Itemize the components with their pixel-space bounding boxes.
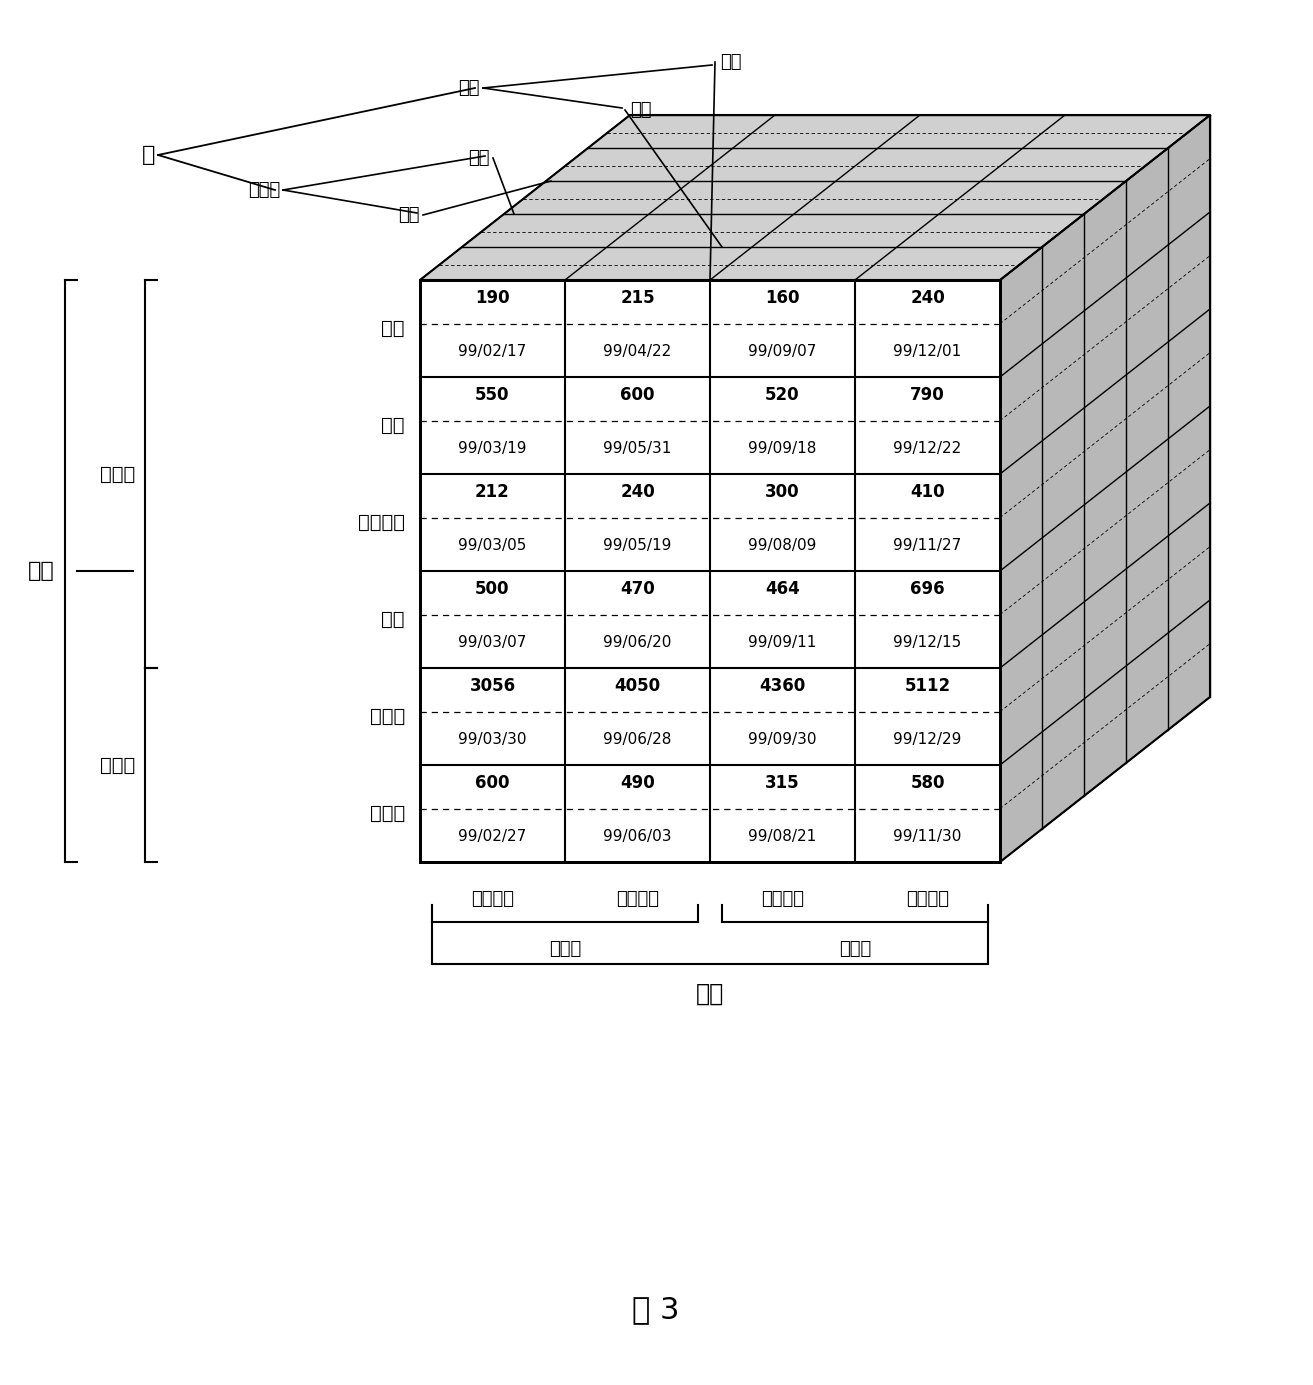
Text: 240: 240 xyxy=(620,483,655,501)
Text: 99/03/19: 99/03/19 xyxy=(458,440,527,456)
Text: 99/02/17: 99/02/17 xyxy=(458,343,527,359)
Text: 公路: 公路 xyxy=(630,101,651,119)
Text: 亚洲: 亚洲 xyxy=(382,416,404,435)
Polygon shape xyxy=(1001,115,1211,861)
Text: 580: 580 xyxy=(910,774,945,792)
Text: 190: 190 xyxy=(475,289,509,307)
Text: 410: 410 xyxy=(910,483,945,501)
Text: 99/12/01: 99/12/01 xyxy=(893,343,961,359)
Text: 东半球: 东半球 xyxy=(100,464,135,483)
Text: 99/09/18: 99/09/18 xyxy=(748,440,817,456)
Text: 5112: 5112 xyxy=(905,677,951,695)
Text: 99/05/19: 99/05/19 xyxy=(603,537,672,553)
Text: 212: 212 xyxy=(475,483,509,501)
Text: 99/08/21: 99/08/21 xyxy=(748,828,817,843)
Text: 鐵路: 鐵路 xyxy=(720,53,742,71)
Bar xyxy=(420,280,1001,861)
Text: 99/03/07: 99/03/07 xyxy=(458,634,527,650)
Text: 500: 500 xyxy=(475,580,509,598)
Text: 99/09/30: 99/09/30 xyxy=(748,731,817,747)
Text: 99/11/30: 99/11/30 xyxy=(893,828,961,843)
Text: 99/09/11: 99/09/11 xyxy=(748,634,817,650)
Text: 第一季度: 第一季度 xyxy=(471,891,513,909)
Text: 3056: 3056 xyxy=(470,677,516,695)
Text: 550: 550 xyxy=(475,386,509,404)
Text: 图 3: 图 3 xyxy=(633,1295,680,1324)
Text: 99/09/07: 99/09/07 xyxy=(748,343,817,359)
Text: 陆地: 陆地 xyxy=(458,79,481,97)
Text: 海路: 海路 xyxy=(469,150,490,168)
Text: 欧洲: 欧洲 xyxy=(382,609,404,629)
Text: 99/02/27: 99/02/27 xyxy=(458,828,527,843)
Text: 470: 470 xyxy=(620,580,655,598)
Text: 下半年: 下半年 xyxy=(839,940,871,958)
Text: 第二季度: 第二季度 xyxy=(616,891,659,909)
Text: 第三季度: 第三季度 xyxy=(762,891,804,909)
Text: 240: 240 xyxy=(910,289,945,307)
Text: 160: 160 xyxy=(765,289,800,307)
Text: 上半年: 上半年 xyxy=(549,940,582,958)
Text: 99/06/28: 99/06/28 xyxy=(603,731,672,747)
Text: 99/04/22: 99/04/22 xyxy=(604,343,672,359)
Text: 4050: 4050 xyxy=(614,677,660,695)
Text: 源: 源 xyxy=(142,145,155,165)
Text: 600: 600 xyxy=(475,774,509,792)
Text: 非洲: 非洲 xyxy=(382,319,404,338)
Text: 南美洲: 南美洲 xyxy=(370,805,404,823)
Text: 路线: 路线 xyxy=(29,561,55,580)
Text: 航空: 航空 xyxy=(399,206,420,224)
Text: 600: 600 xyxy=(620,386,655,404)
Text: 696: 696 xyxy=(910,580,945,598)
Text: 4360: 4360 xyxy=(759,677,806,695)
Text: 464: 464 xyxy=(765,580,800,598)
Text: 99/12/15: 99/12/15 xyxy=(893,634,961,650)
Text: 99/06/03: 99/06/03 xyxy=(603,828,672,843)
Text: 时间: 时间 xyxy=(696,982,725,1006)
Text: 第四季度: 第四季度 xyxy=(906,891,949,909)
Text: 99/11/27: 99/11/27 xyxy=(893,537,961,553)
Text: 99/06/20: 99/06/20 xyxy=(603,634,672,650)
Text: 315: 315 xyxy=(765,774,800,792)
Text: 215: 215 xyxy=(620,289,655,307)
Text: 99/12/22: 99/12/22 xyxy=(893,440,961,456)
Text: 99/05/31: 99/05/31 xyxy=(603,440,672,456)
Text: 790: 790 xyxy=(910,386,945,404)
Polygon shape xyxy=(420,115,1211,280)
Text: 99/03/05: 99/03/05 xyxy=(458,537,527,553)
Text: 非陆地: 非陆地 xyxy=(248,181,280,199)
Text: 北美洲: 北美洲 xyxy=(370,706,404,726)
Text: 99/12/29: 99/12/29 xyxy=(893,731,961,747)
Text: 99/03/30: 99/03/30 xyxy=(458,731,527,747)
Text: 澳大利亚: 澳大利亚 xyxy=(358,512,404,532)
Text: 490: 490 xyxy=(620,774,655,792)
Text: 西半球: 西半球 xyxy=(100,755,135,774)
Text: 300: 300 xyxy=(765,483,800,501)
Text: 99/08/09: 99/08/09 xyxy=(748,537,817,553)
Text: 520: 520 xyxy=(765,386,800,404)
